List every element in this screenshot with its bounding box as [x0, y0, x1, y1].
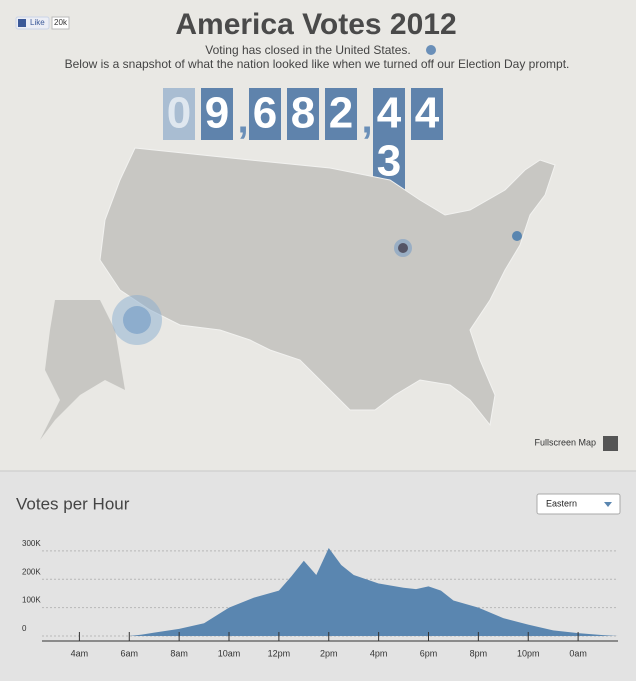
counter-digit-box	[411, 88, 443, 140]
counter-digit: 4	[377, 89, 402, 138]
dropdown-box	[536, 493, 621, 515]
counter-digit-box	[325, 88, 357, 140]
title: America Votes 2012	[175, 8, 456, 41]
like-text: Like	[30, 18, 45, 27]
counter-digit-box	[201, 88, 233, 140]
y-tick-label: 300K	[22, 539, 41, 548]
x-tick-label: 0am	[569, 648, 587, 658]
note: Below is a snapshot of what the nation l…	[65, 57, 570, 71]
alaska	[40, 300, 125, 440]
y-tick-label: 100K	[22, 596, 41, 605]
like-count: 20k	[54, 18, 68, 27]
counter-digit-box	[163, 88, 195, 140]
x-tick-label: 2pm	[320, 648, 338, 658]
x-tick-label: 4am	[71, 648, 89, 658]
dropdown-value: Eastern	[546, 498, 577, 508]
x-tick-label: 4pm	[370, 648, 388, 658]
like-button[interactable]: Like	[15, 16, 50, 30]
counter-digit: 6	[253, 89, 277, 138]
activity-bubble	[398, 243, 408, 253]
dropdown[interactable]: Eastern	[536, 493, 621, 515]
us-mainland	[99, 147, 556, 427]
activity-bubble	[123, 306, 151, 334]
x-tick-label: 8am	[170, 648, 188, 658]
counter-digit: 9	[205, 89, 229, 138]
counter-digit: 8	[291, 89, 315, 138]
counter-digit-box	[249, 88, 281, 140]
counter-digit: 2	[329, 89, 353, 138]
counter-comma: ,	[237, 98, 248, 142]
y-tick-label: 0	[22, 624, 27, 633]
counter-digit-box	[287, 88, 319, 140]
map	[40, 147, 556, 440]
counter-digit: 4	[415, 89, 440, 138]
x-tick-label: 10pm	[517, 648, 540, 658]
x-tick-label: 6pm	[420, 648, 438, 658]
activity-bubble	[512, 231, 522, 241]
like-count-box	[51, 16, 70, 30]
area	[129, 548, 619, 636]
x-tick-label: 10am	[218, 648, 241, 658]
fullscreen-link[interactable]: Fullscreen Map	[534, 437, 596, 447]
dropdown-arrow	[604, 502, 612, 507]
chart-title: Votes per Hour	[16, 494, 130, 513]
x-tick-label: 12pm	[268, 648, 291, 658]
counter-comma: ,	[361, 98, 372, 142]
subtitle: Voting has closed in the United States.	[205, 43, 410, 57]
counter-digit-box	[373, 88, 405, 140]
counter-rolling-digit: 3	[377, 137, 401, 186]
y-tick-label: 200K	[22, 567, 41, 576]
counter-digit: 0	[167, 89, 191, 138]
fullscreen-icon[interactable]	[603, 436, 618, 451]
x-tick-label: 6am	[121, 648, 139, 658]
fb-icon	[18, 19, 26, 27]
info-icon[interactable]	[426, 45, 436, 55]
x-tick-label: 8pm	[470, 648, 488, 658]
